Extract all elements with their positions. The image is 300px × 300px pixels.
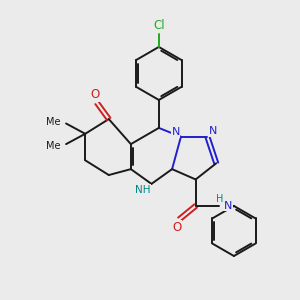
Text: O: O [90, 88, 99, 101]
Text: Cl: Cl [153, 19, 165, 32]
Text: O: O [172, 221, 182, 234]
Text: Me: Me [46, 117, 61, 127]
Text: N: N [171, 127, 180, 137]
Text: Me: Me [46, 141, 61, 151]
Text: H: H [215, 194, 223, 204]
Text: N: N [224, 201, 232, 211]
Text: NH: NH [135, 185, 150, 195]
Text: N: N [208, 126, 217, 136]
